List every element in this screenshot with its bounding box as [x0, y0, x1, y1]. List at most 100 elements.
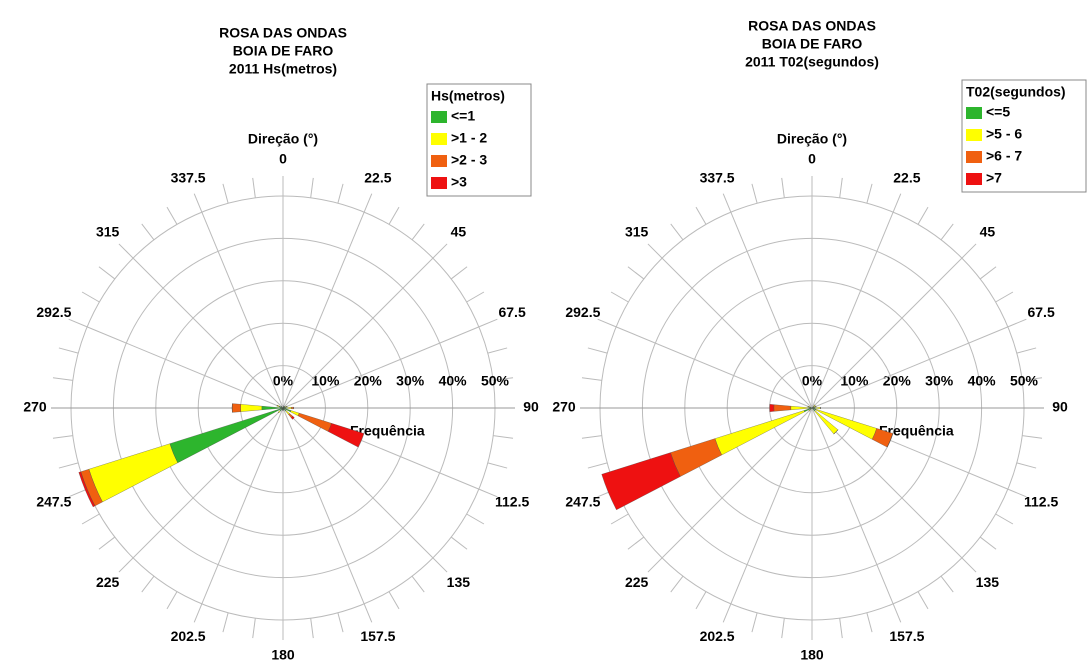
chart-title: 2011 Hs(metros) — [229, 61, 337, 77]
legend-box — [961, 79, 1087, 193]
spoke — [282, 326, 480, 409]
outer-tick — [1016, 462, 1037, 469]
value-label: Frequência — [879, 423, 954, 439]
spoke — [811, 407, 963, 559]
outer-tick — [432, 557, 448, 573]
legend-label: <=5 — [986, 104, 1010, 120]
axis-label: Direção (°) — [777, 131, 847, 147]
spoke — [86, 326, 284, 409]
outer-tick — [1016, 347, 1037, 354]
outer-tick — [839, 618, 843, 639]
outer-tick — [478, 488, 498, 498]
value-label: Frequência — [350, 423, 425, 439]
outer-tick — [647, 243, 663, 259]
outer-tick — [193, 603, 203, 623]
outer-tick — [610, 291, 629, 303]
outer-tick — [52, 377, 73, 381]
ring-label: 10% — [840, 373, 869, 389]
spoke — [811, 257, 963, 409]
outer-tick — [647, 557, 663, 573]
outer-tick — [493, 435, 514, 439]
wedge — [769, 404, 775, 412]
outer-tick — [917, 206, 929, 225]
outer-tick — [917, 591, 929, 610]
outer-tick — [1007, 318, 1027, 328]
outer-tick — [695, 206, 707, 225]
spoke — [132, 407, 284, 559]
outer-tick — [751, 183, 758, 204]
spoke — [730, 407, 813, 605]
outer-tick — [722, 193, 732, 213]
wedge — [601, 452, 681, 511]
spoke — [201, 211, 284, 409]
wedge — [816, 407, 821, 409]
direction-label: 22.5 — [364, 170, 391, 186]
outer-tick — [411, 575, 425, 593]
outer-tick — [781, 618, 785, 639]
outer-tick — [627, 536, 645, 550]
outer-tick — [610, 513, 629, 525]
direction-label: 270 — [23, 399, 47, 415]
wedge — [287, 407, 292, 409]
outer-tick — [252, 618, 256, 639]
spoke — [282, 407, 434, 559]
direction-label: 45 — [980, 223, 996, 239]
outer-tick — [940, 223, 954, 241]
wedge — [240, 404, 263, 412]
chart-title: ROSA DAS ONDAS — [219, 25, 347, 41]
chart-title: 2011 T02(segundos) — [745, 54, 879, 70]
direction-label: 135 — [976, 574, 1000, 590]
spoke — [282, 211, 365, 409]
outer-tick — [337, 183, 344, 204]
direction-label: 67.5 — [498, 304, 525, 320]
outer-tick — [432, 243, 448, 259]
outer-tick — [68, 488, 88, 498]
outer-tick — [892, 603, 902, 623]
outer-tick — [411, 223, 425, 241]
direction-label: 157.5 — [889, 628, 924, 644]
outer-tick — [363, 603, 373, 623]
legend-label: >7 — [986, 170, 1002, 186]
spoke — [730, 211, 813, 409]
direction-label: 247.5 — [565, 494, 600, 510]
outer-tick — [58, 347, 79, 354]
outer-tick — [979, 536, 997, 550]
outer-tick — [979, 266, 997, 280]
legend-title: Hs(metros) — [431, 88, 505, 104]
outer-tick — [363, 193, 373, 213]
outer-tick — [627, 266, 645, 280]
outer-tick — [337, 612, 344, 633]
outer-tick — [52, 435, 73, 439]
legend-label: >3 — [451, 174, 467, 190]
direction-label: 292.5 — [565, 304, 600, 320]
spoke — [132, 257, 284, 409]
direction-label: 112.5 — [495, 494, 529, 510]
direction-label: 270 — [552, 399, 576, 415]
direction-label: 112.5 — [1024, 494, 1058, 510]
outer-tick — [892, 193, 902, 213]
ring-label: 10% — [311, 373, 340, 389]
outer-tick — [118, 557, 134, 573]
wedge — [714, 410, 805, 456]
direction-label: 90 — [523, 399, 539, 415]
wedge — [773, 404, 792, 412]
wedge — [169, 407, 284, 464]
legend-label: >5 - 6 — [986, 126, 1022, 142]
outer-tick — [310, 177, 314, 198]
legend-swatch — [966, 151, 982, 163]
ring-label: 20% — [883, 373, 912, 389]
legend-swatch — [431, 133, 447, 145]
outer-tick — [961, 557, 977, 573]
outer-tick — [866, 612, 873, 633]
direction-label: 0 — [808, 151, 816, 167]
outer-tick — [581, 377, 602, 381]
legend-label: >6 - 7 — [986, 148, 1022, 164]
outer-tick — [118, 243, 134, 259]
direction-label: 202.5 — [171, 628, 206, 644]
direction-label: 135 — [447, 574, 471, 590]
ring-label: 50% — [481, 373, 510, 389]
ring-label: 30% — [396, 373, 425, 389]
outer-tick — [1022, 377, 1043, 381]
outer-tick — [487, 347, 508, 354]
